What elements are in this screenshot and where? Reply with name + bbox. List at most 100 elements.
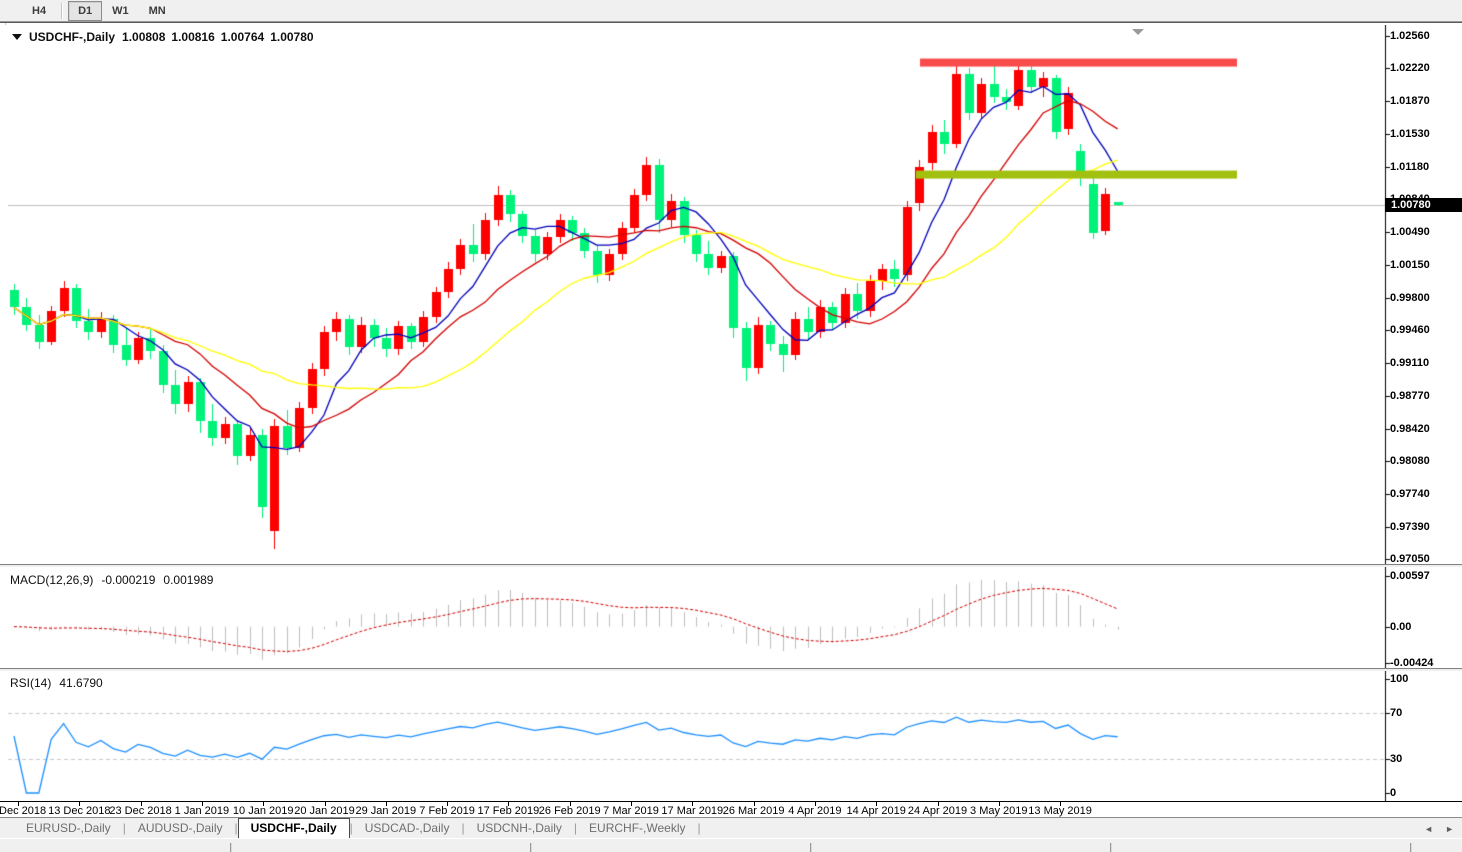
chart-tab-usdchf-daily[interactable]: USDCHF-,Daily	[237, 818, 350, 839]
date-tick	[140, 802, 142, 806]
chart-tab-audusd-daily[interactable]: AUDUSD-,Daily	[137, 821, 223, 835]
date-axis-label: 10 Jan 2019	[232, 805, 294, 817]
price-axis-label: 1.02560	[1390, 30, 1430, 42]
macd-axis-label: -0.00424	[1390, 656, 1434, 669]
timeframe-button-w1[interactable]: W1	[112, 4, 129, 17]
date-axis-label: 26 Feb 2019	[538, 805, 601, 817]
chart-tab-eurchf-weekly[interactable]: EURCHF-,Weekly	[589, 821, 686, 835]
date-tick	[998, 802, 1000, 806]
macd-indicator-canvas[interactable]	[0, 567, 1462, 668]
date-tick	[385, 802, 387, 806]
date-tick	[753, 802, 755, 806]
rsi-axis-label: 30	[1390, 752, 1403, 765]
chart-shift-marker-icon[interactable]	[1132, 29, 1144, 35]
date-tick	[447, 802, 449, 806]
price-axis-label: 0.98080	[1390, 455, 1430, 468]
chart-tab-bar: EURUSD-,Daily | AUDUSD-,Daily | USDCHF-,Dail…	[0, 817, 1462, 839]
chart-tab-usdcad-daily[interactable]: USDCAD-,Daily	[364, 821, 450, 835]
close-value: 1.00780	[270, 30, 314, 44]
chart-tab-usdcnh-daily[interactable]: USDCNH-,Daily	[476, 821, 562, 835]
chart-window: USDCHF-,Daily 1.00808 1.00816 1.00764 1.…	[0, 22, 1462, 818]
date-axis-label: 14 Apr 2019	[846, 805, 906, 817]
price-axis-label: 0.99800	[1390, 291, 1430, 304]
chart-tab-eurusd-daily[interactable]: EURUSD-,Daily	[26, 821, 111, 835]
price-axis-label: 0.99110	[1390, 357, 1430, 370]
date-axis-label: 26 Mar 2019	[722, 805, 785, 817]
price-axis-label: 0.97740	[1390, 487, 1430, 500]
timeframe-button-mn[interactable]: MN	[148, 4, 166, 17]
price-axis-label: 0.97050	[1390, 553, 1430, 565]
date-tick	[814, 802, 816, 806]
tab-separator: |	[234, 821, 238, 835]
date-axis-label: 20 Jan 2019	[294, 805, 355, 817]
date-tick	[569, 802, 571, 806]
price-axis-label: 1.01870	[1390, 95, 1430, 108]
date-tick	[18, 802, 19, 806]
date-tick	[876, 802, 878, 806]
rsi-value: 41.6790	[59, 676, 103, 690]
macd-main-value: -0.000219	[101, 573, 156, 587]
date-axis-label: 13 May 2019	[1028, 805, 1092, 817]
date-axis-label: 4 Apr 2019	[788, 805, 842, 817]
tab-separator: |	[461, 821, 465, 835]
tabs-scroll-left-icon[interactable]: ◄	[1424, 824, 1434, 834]
date-axis-label: 13 Dec 2018	[48, 805, 111, 817]
macd-axis-label: 0.00	[1390, 620, 1412, 633]
timeframe-toolbar: H4 D1 W1 MN	[0, 0, 1462, 22]
date-axis-label: 17 Mar 2019	[661, 805, 724, 817]
symbol-dropdown-icon[interactable]	[12, 34, 22, 40]
date-tick	[1060, 802, 1062, 806]
date-axis-label: 23 Dec 2018	[109, 805, 172, 817]
date-tick	[201, 802, 203, 806]
tab-separator: |	[349, 821, 353, 835]
tabs-scroll-right-icon[interactable]: ►	[1445, 824, 1454, 834]
toolbar-separator	[61, 2, 64, 19]
rsi-label: RSI(14) 41.6790	[10, 676, 103, 690]
statusbar-grip	[1110, 843, 1112, 852]
statusbar-grip	[810, 843, 812, 852]
price-axis-label: 0.98420	[1390, 422, 1430, 435]
date-axis-label: 3 May 2019	[970, 805, 1028, 817]
current-price-tag: 1.00780	[1385, 198, 1462, 212]
date-axis-label: 1 Jan 2019	[174, 805, 230, 817]
date-axis-label: 29 Jan 2019	[355, 805, 417, 817]
macd-name: MACD(12,26,9)	[10, 573, 94, 587]
symbol-period-label: USDCHF-,Daily	[29, 30, 116, 44]
date-tick	[79, 802, 81, 806]
status-bar	[0, 838, 1462, 852]
price-axis-label: 0.99460	[1390, 324, 1430, 337]
ohlc-readout: 1.00808 1.00816 1.00764 1.00780	[122, 30, 314, 44]
date-tick	[692, 802, 694, 806]
tab-separator: |	[697, 821, 701, 835]
high-value: 1.00816	[171, 30, 215, 44]
chart-title: USDCHF-,Daily 1.00808 1.00816 1.00764 1.…	[12, 30, 314, 44]
date-axis-label: 4 Dec 2018	[0, 805, 47, 817]
tab-separator: |	[122, 821, 126, 835]
rsi-axis-label: 70	[1390, 707, 1403, 720]
date-axis-label: 7 Feb 2019	[419, 805, 475, 817]
price-axis-label: 0.97390	[1390, 520, 1430, 533]
macd-label: MACD(12,26,9) -0.000219 0.001989	[10, 573, 213, 587]
statusbar-grip	[230, 843, 232, 852]
tab-separator: |	[573, 821, 578, 835]
rsi-indicator-canvas[interactable]	[0, 671, 1462, 801]
price-axis-label: 1.01530	[1390, 127, 1430, 140]
price-axis-label: 1.01180	[1390, 160, 1430, 173]
price-axis-label: 1.00490	[1390, 226, 1430, 239]
date-tick	[263, 802, 265, 806]
main-chart-canvas[interactable]	[0, 25, 1462, 564]
timeframe-button-d1[interactable]: D1	[68, 0, 103, 21]
date-tick	[508, 802, 510, 806]
date-axis-label: 17 Feb 2019	[477, 805, 540, 817]
rsi-axis-label: 100	[1390, 673, 1409, 685]
open-value: 1.00808	[122, 30, 166, 44]
macd-signal-value: 0.001989	[163, 573, 214, 587]
date-axis-label: 7 Mar 2019	[603, 805, 659, 817]
timeframe-button-h4[interactable]: H4	[32, 4, 47, 17]
statusbar-grip	[1410, 843, 1412, 852]
price-axis-label: 0.98770	[1390, 389, 1430, 402]
date-tick	[631, 802, 632, 806]
rsi-axis-label: 0	[1390, 787, 1397, 799]
